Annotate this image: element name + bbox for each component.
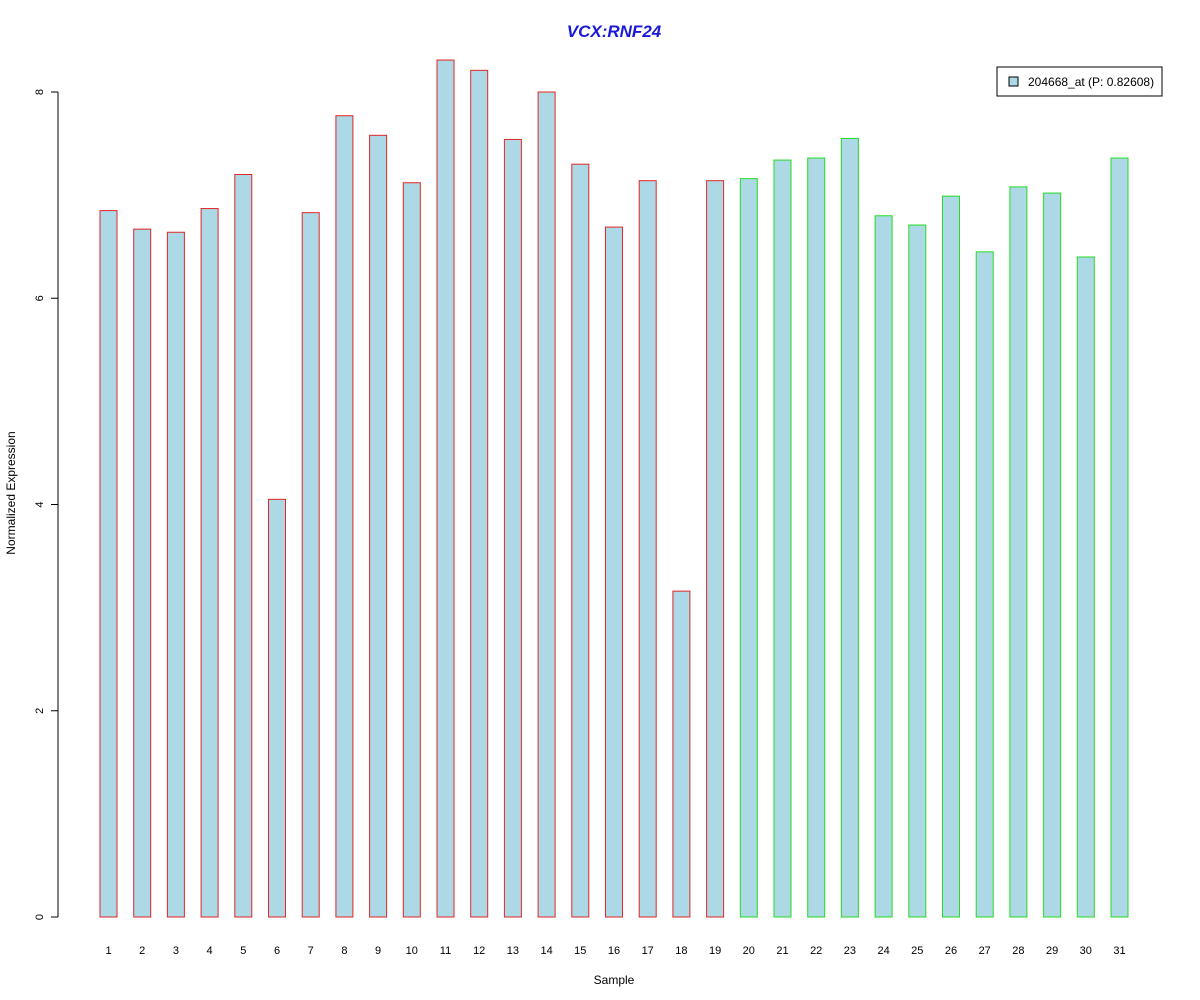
x-tick-label: 14 (540, 945, 552, 957)
bar (1009, 186, 1028, 918)
bar (234, 174, 253, 918)
chart-title: VCX:RNF24 (567, 22, 662, 41)
bar (268, 498, 286, 918)
y-tick-label: 4 (34, 501, 46, 507)
x-tick-label: 31 (1113, 945, 1125, 957)
x-tick-label: 8 (341, 945, 347, 957)
bar (840, 137, 859, 918)
x-tick-label: 21 (776, 945, 788, 957)
x-tick-label: 1 (105, 945, 111, 957)
x-tick-label: 29 (1046, 945, 1058, 957)
x-tick-label: 27 (979, 945, 991, 957)
x-tick-label: 22 (810, 945, 822, 957)
bar (571, 163, 590, 918)
x-tick-label: 7 (308, 945, 314, 957)
legend-label: 204668_at (P: 0.82608) (1028, 75, 1154, 89)
x-tick-label: 16 (608, 945, 620, 957)
x-axis-label: Sample (594, 973, 635, 987)
bar (200, 208, 219, 918)
bar (638, 180, 657, 918)
bar (1043, 192, 1062, 918)
bar (470, 69, 489, 918)
y-tick-label: 0 (34, 914, 46, 920)
bar (706, 180, 725, 918)
y-tick-label: 2 (34, 708, 46, 714)
x-tick-label: 24 (877, 945, 889, 957)
x-tick-label: 9 (375, 945, 381, 957)
bar (874, 215, 893, 918)
bar (807, 157, 826, 918)
x-tick-label: 20 (743, 945, 755, 957)
bar (436, 59, 455, 918)
bar (908, 224, 927, 918)
x-tick-label: 18 (675, 945, 687, 957)
bar (503, 138, 522, 918)
x-tick-label: 10 (406, 945, 418, 957)
x-tick-label: 13 (507, 945, 519, 957)
x-tick-label: 2 (139, 945, 145, 957)
legend-swatch (1008, 76, 1019, 87)
x-tick-label: 23 (844, 945, 856, 957)
x-tick-label: 3 (173, 945, 179, 957)
bar (133, 228, 152, 918)
x-tick-label: 15 (574, 945, 586, 957)
bar (739, 178, 758, 918)
x-tick-label: 30 (1080, 945, 1092, 957)
bar (773, 159, 792, 918)
bar (99, 210, 118, 918)
bar (301, 212, 320, 918)
x-tick-label: 19 (709, 945, 721, 957)
x-tick-label: 11 (440, 945, 451, 957)
x-tick-label: 6 (274, 945, 280, 957)
y-tick-label: 6 (34, 295, 46, 301)
bar (537, 91, 556, 918)
bar (605, 226, 623, 918)
x-tick-label: 4 (207, 945, 213, 957)
x-tick-label: 17 (642, 945, 654, 957)
x-tick-label: 26 (945, 945, 957, 957)
y-axis-label: Normalized Expression (4, 431, 18, 554)
bar (335, 115, 354, 918)
legend: 204668_at (P: 0.82608) (996, 66, 1163, 97)
bar (1076, 256, 1095, 918)
bar (975, 251, 994, 918)
bar (672, 590, 691, 918)
x-tick-label: 25 (911, 945, 923, 957)
x-tick-label: 12 (473, 945, 485, 957)
bar (402, 182, 421, 918)
legend-box (996, 66, 1163, 97)
bar (369, 134, 388, 918)
x-tick-label: 28 (1012, 945, 1024, 957)
x-tick-label: 5 (240, 945, 246, 957)
bar (166, 231, 185, 918)
bar (942, 195, 960, 918)
y-tick-label: 8 (34, 89, 46, 95)
bar (1110, 157, 1129, 918)
